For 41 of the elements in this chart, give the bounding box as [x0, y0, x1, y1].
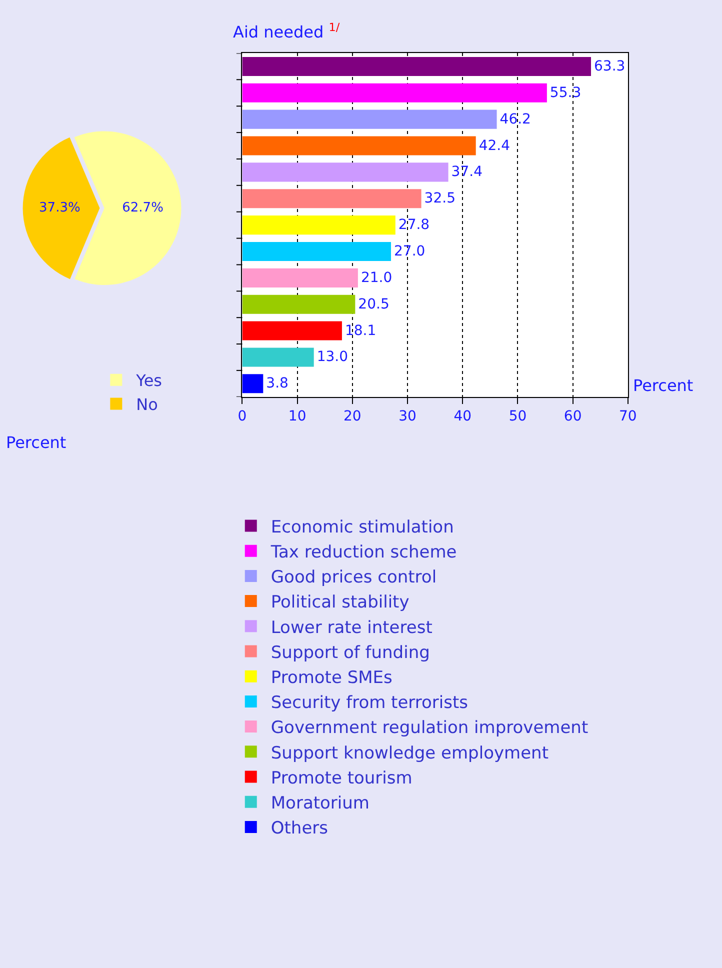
data-label: 62.7%	[122, 200, 164, 216]
data-label: 42.4	[478, 138, 510, 154]
x-tick-label: 60	[564, 408, 582, 425]
x-tick-label: 0	[238, 408, 247, 425]
x-tick-label: 10	[288, 408, 306, 425]
data-label: 13.0	[316, 349, 348, 366]
data-label: 63.3	[594, 58, 626, 74]
legend-label: Promote tourism	[270, 768, 412, 788]
data-label: 37.3%	[39, 200, 80, 216]
text: Percent	[6, 433, 66, 452]
legend-label: Lower rate interest	[270, 618, 433, 638]
legend-label: Political stability	[270, 592, 410, 613]
legend-label: Tax reduction scheme	[270, 542, 457, 562]
x-axis-title: Percent	[633, 376, 694, 395]
x-tick-label: 30	[398, 408, 416, 425]
legend-label: Government regulation improvement	[270, 718, 588, 738]
legend-label: No	[136, 394, 158, 414]
data-label: 32.5	[424, 190, 456, 207]
data-label: 20.5	[358, 296, 390, 312]
data-label: 3.8	[266, 376, 288, 392]
legend-label: Moratorium	[270, 793, 370, 814]
legend-label: Economic stimulation	[270, 517, 454, 538]
legend-label: Good prices control	[270, 568, 437, 588]
legend-label: Promote SMEs	[270, 668, 393, 688]
legend-label: Others	[270, 818, 328, 839]
x-tick-label: 40	[454, 408, 472, 425]
x-tick-label: 50	[508, 408, 527, 425]
chart-title: Aid needed $^{1/}$	[233, 21, 340, 42]
data-label: 18.1	[344, 322, 376, 339]
legend-label: Security from terrorists	[270, 693, 468, 714]
data-label: 27.0	[394, 243, 426, 260]
x-tick-label: 20	[344, 408, 362, 425]
legend-label: Support knowledge employment	[270, 743, 549, 764]
data-label: 37.4	[451, 164, 483, 180]
data-label: 46.2	[500, 111, 531, 128]
data-label: 55.3	[550, 84, 582, 101]
data-label: 27.8	[398, 217, 430, 234]
x-tick-label: 70	[619, 408, 637, 425]
data-label: 21.0	[360, 270, 392, 286]
legend-label: Support of funding	[270, 642, 430, 663]
legend-label: Yes	[135, 371, 162, 390]
